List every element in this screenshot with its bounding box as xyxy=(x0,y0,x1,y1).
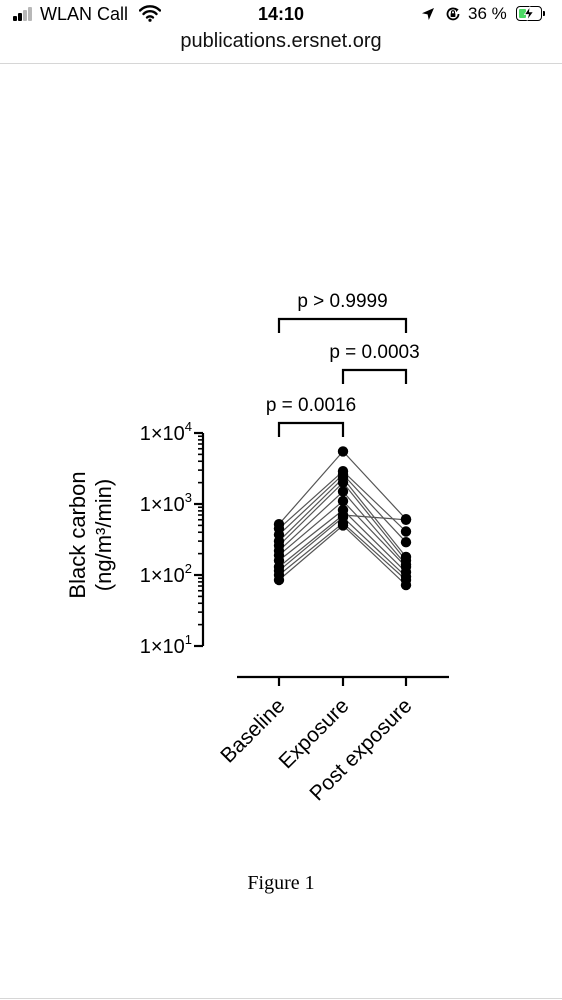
figure-caption: Figure 1 xyxy=(247,872,315,894)
data-point xyxy=(400,526,412,537)
data-point xyxy=(400,537,412,548)
significance-bracket xyxy=(277,317,408,333)
p-value-label: p > 0.9999 xyxy=(297,291,387,312)
data-point xyxy=(400,514,412,525)
bottom-divider xyxy=(0,998,562,999)
battery-charging-icon xyxy=(516,6,542,21)
p-value-label: p = 0.0003 xyxy=(329,342,419,363)
signal-icon xyxy=(13,7,35,21)
y-tick-label: 1×102 xyxy=(140,561,192,587)
data-point xyxy=(400,579,412,591)
significance-bracket xyxy=(277,421,345,437)
address-bar-url[interactable]: publications.ersnet.org xyxy=(180,30,382,52)
carrier-label: WLAN Call xyxy=(40,4,129,24)
data-point xyxy=(337,495,349,507)
data-point xyxy=(337,486,349,497)
battery-tip xyxy=(543,11,545,16)
p-value-label: p = 0.0016 xyxy=(266,395,356,416)
y-axis-label: Black carbon(ng/m³/min) xyxy=(65,471,116,598)
clock: 14:10 xyxy=(257,4,305,24)
battery-percent: 36 % xyxy=(468,4,507,23)
orientation-lock-icon xyxy=(446,7,460,21)
y-tick-label: 1×101 xyxy=(140,632,192,658)
wifi-icon xyxy=(139,5,161,22)
data-point xyxy=(337,477,349,488)
data-point xyxy=(337,446,349,457)
toolbar-divider xyxy=(0,63,562,64)
data-point xyxy=(337,520,349,531)
y-tick-label: 1×104 xyxy=(140,419,192,445)
y-tick-label: 1×103 xyxy=(140,490,192,516)
significance-bracket xyxy=(341,368,408,384)
status-bar: WLAN Call 14:10 36 % xyxy=(0,0,562,30)
data-point xyxy=(273,574,285,586)
location-arrow-icon xyxy=(422,8,434,20)
